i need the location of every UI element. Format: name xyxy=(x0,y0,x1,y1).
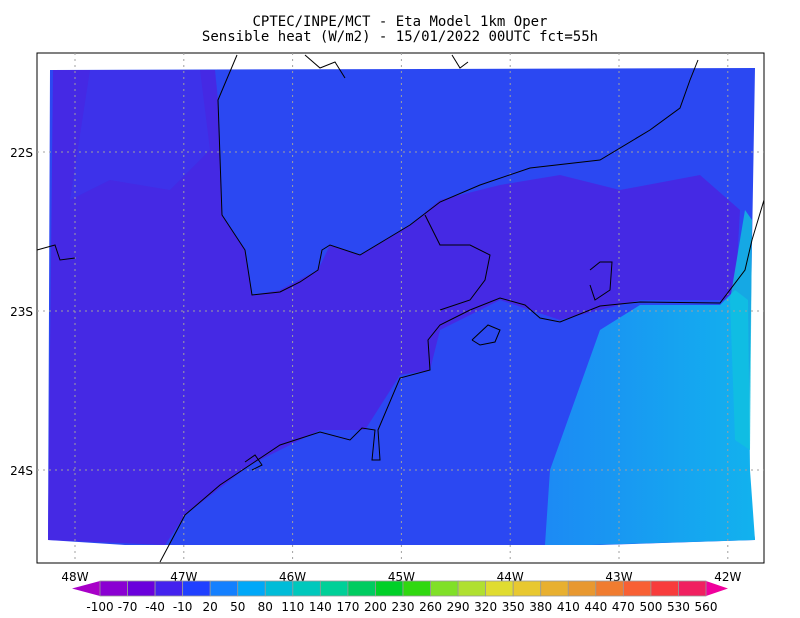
colorbar-swatch xyxy=(319,580,349,597)
lagoon-outline xyxy=(589,261,613,301)
colorbar-level-label: 230 xyxy=(392,600,415,614)
colorbar-under-arrow xyxy=(72,581,100,596)
colorbar-level-label: -100 xyxy=(86,600,113,614)
colorbar-level-label: 110 xyxy=(281,600,304,614)
title-line-1: CPTEC/INPE/MCT - Eta Model 1km Oper xyxy=(252,14,548,30)
colorbar-swatch xyxy=(209,580,239,597)
boundaries xyxy=(36,54,765,563)
lat-tick-label: 24S xyxy=(10,464,33,478)
colorbar-swatch xyxy=(375,580,404,597)
colorbar-swatch xyxy=(99,580,128,597)
colorbar-level-label: 350 xyxy=(502,600,525,614)
colorbar-level-label: 20 xyxy=(203,600,218,614)
lon-tick-label: 46W xyxy=(279,570,306,584)
ocean-warm-region xyxy=(545,290,755,545)
colorbar-swatch xyxy=(154,580,184,597)
colorbar-swatch xyxy=(485,580,514,597)
island-outline xyxy=(244,454,263,471)
title-line-2: Sensible heat (W/m2) - 15/01/2022 00UTC … xyxy=(201,29,599,45)
latitude-ticks: 22S 23S 24S xyxy=(10,146,33,478)
colorbar-swatch xyxy=(347,580,376,597)
colorbar-level-label: 380 xyxy=(529,600,552,614)
state-border xyxy=(217,54,699,296)
colorbar-level-label: 260 xyxy=(419,600,442,614)
gridlines xyxy=(37,53,764,563)
colorbar-swatch xyxy=(650,580,679,597)
colorbar-level-label: 200 xyxy=(364,600,387,614)
coastline xyxy=(159,199,765,563)
colorbar-over-arrow xyxy=(706,581,728,596)
lat-tick-label: 23S xyxy=(10,305,33,319)
colorbar-swatch xyxy=(402,580,431,597)
lon-tick-label: 48W xyxy=(61,570,88,584)
colorbar-swatch xyxy=(292,580,321,597)
coast-fragment xyxy=(451,54,469,69)
colorbar: -100 -70 -40 -10 20 50 80 110 140 170 200 230 260 290… xyxy=(72,580,728,614)
colorbar-swatch xyxy=(264,580,294,597)
colorbar-level-label: 170 xyxy=(336,600,359,614)
coast-fragment xyxy=(36,244,76,261)
colorbar-swatch xyxy=(512,580,542,597)
colorbar-level-label: -70 xyxy=(118,600,138,614)
colorbar-level-label: -10 xyxy=(173,600,193,614)
field-patch xyxy=(70,70,210,200)
colorbar-level-label: 410 xyxy=(557,600,580,614)
colorbar-swatch xyxy=(237,580,266,597)
lon-tick-label: 44W xyxy=(497,570,524,584)
coastal-high-flux xyxy=(730,210,752,450)
lon-tick-label: 42W xyxy=(714,570,741,584)
colorbar-swatch xyxy=(457,580,487,597)
colorbar-level-label: -40 xyxy=(145,600,165,614)
colorbar-swatch xyxy=(127,580,156,597)
colorbar-level-label: 80 xyxy=(258,600,273,614)
coast-fragment xyxy=(304,54,346,79)
lon-tick-label: 47W xyxy=(170,570,197,584)
state-border xyxy=(424,214,491,311)
lon-tick-label: 43W xyxy=(605,570,632,584)
colorbar-level-label: 50 xyxy=(230,600,245,614)
colorbar-level-label: 440 xyxy=(584,600,607,614)
colorbar-swatch xyxy=(567,580,597,597)
longitude-ticks: 48W 47W 46W 45W 44W 43W 42W xyxy=(61,570,741,584)
lon-tick-label: 45W xyxy=(388,570,415,584)
colorbar-level-label: 500 xyxy=(639,600,662,614)
lat-tick-label: 22S xyxy=(10,146,33,160)
island-outline xyxy=(471,324,501,346)
colorbar-level-label: 140 xyxy=(309,600,332,614)
colorbar-level-label: 530 xyxy=(667,600,690,614)
colorbar-swatch xyxy=(430,580,459,597)
colorbar-level-label: 470 xyxy=(612,600,635,614)
colorbar-swatch xyxy=(595,580,624,597)
colorbar-level-label: 560 xyxy=(695,600,718,614)
colorbar-level-label: 290 xyxy=(447,600,470,614)
colorbar-swatch xyxy=(678,580,707,597)
colorbar-swatch xyxy=(182,580,211,597)
colorbar-swatch xyxy=(622,580,652,597)
colorbar-level-label: 320 xyxy=(474,600,497,614)
colorbar-swatch xyxy=(540,580,569,597)
